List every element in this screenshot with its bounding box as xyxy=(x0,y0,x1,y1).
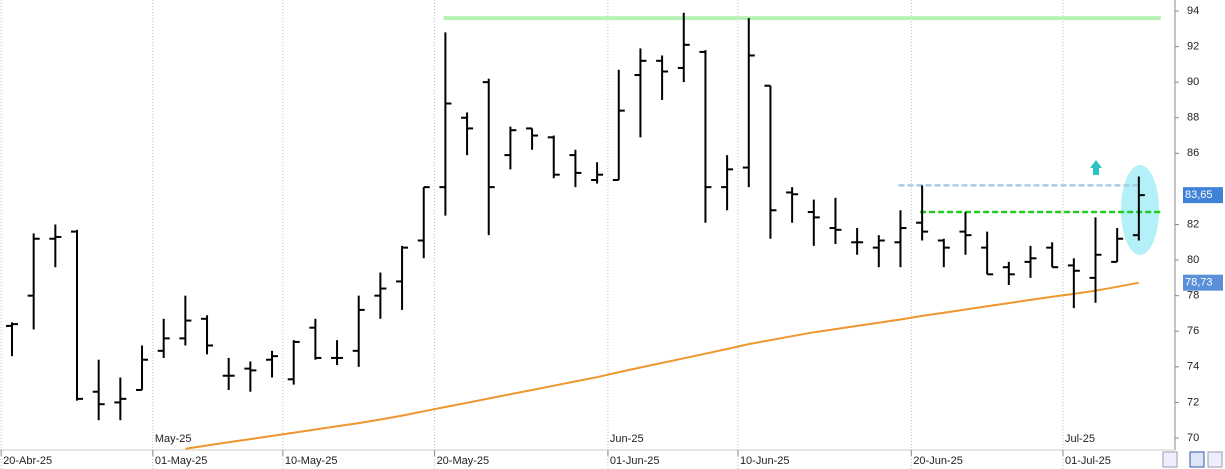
axis-layer: 70 72 74 76 78 80 82 86 88 90 92 94 20-Abr-25 01-May-… xyxy=(0,5,1223,467)
toolbar-button[interactable] xyxy=(1162,451,1178,468)
x-tick-label: 20-Abr-25 xyxy=(3,455,52,467)
price-label: 78,73 xyxy=(1185,277,1213,289)
y-tick-label: 92 xyxy=(1187,40,1199,52)
x-tick-label: 01-Jun-25 xyxy=(610,455,660,467)
price-label: 83,65 xyxy=(1185,189,1213,201)
month-label: Jul-25 xyxy=(1065,433,1095,445)
ma-layer xyxy=(185,281,1139,450)
y-tick-label: 76 xyxy=(1187,325,1199,337)
month-label: Jun-25 xyxy=(610,433,644,445)
price-box xyxy=(1183,274,1223,291)
x-tick-label: 20-Jun-25 xyxy=(913,455,963,467)
signal-arrow xyxy=(1090,160,1102,175)
price-box xyxy=(1183,187,1223,204)
y-tick-label: 72 xyxy=(1187,396,1199,408)
grid-layer xyxy=(0,0,1064,469)
y-tick-label: 94 xyxy=(1187,5,1199,17)
highlight-ellipse xyxy=(1121,165,1159,255)
moving-average-line xyxy=(185,281,1139,450)
levels-layer xyxy=(443,16,1161,214)
y-tick-label: 74 xyxy=(1187,361,1199,373)
y-tick-label: 82 xyxy=(1187,218,1199,230)
x-tick-label: 20-May-25 xyxy=(437,455,490,467)
y-tick-label: 90 xyxy=(1187,76,1199,88)
y-tick-label: 80 xyxy=(1187,254,1199,266)
expand-button[interactable] xyxy=(1207,451,1223,468)
bars-layer xyxy=(6,12,1145,421)
y-tick-label: 70 xyxy=(1187,432,1199,444)
y-tick-label: 78 xyxy=(1187,290,1199,302)
x-tick-label: 10-Jun-25 xyxy=(740,455,790,467)
save-button[interactable] xyxy=(1189,451,1205,468)
x-tick-label: 01-Jul-25 xyxy=(1065,455,1111,467)
y-tick-label: 88 xyxy=(1187,112,1199,124)
x-tick-label: 10-May-25 xyxy=(285,455,338,467)
y-tick-label: 86 xyxy=(1187,147,1199,159)
month-label: May-25 xyxy=(155,433,192,445)
x-tick-label: 01-May-25 xyxy=(155,455,208,467)
